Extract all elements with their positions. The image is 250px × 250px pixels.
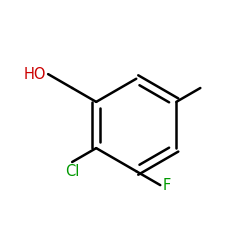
Text: HO: HO — [24, 66, 46, 82]
Text: F: F — [162, 178, 170, 192]
Text: Cl: Cl — [65, 164, 79, 180]
